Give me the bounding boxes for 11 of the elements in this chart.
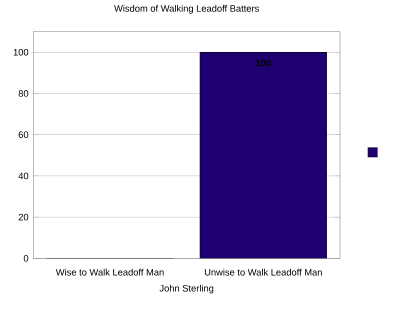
data-label: 100 [256, 60, 271, 66]
y-tick-label: 40 [18, 172, 28, 180]
x-tick-label: Unwise to Walk Leadoff Man [204, 268, 322, 276]
y-tick-label: 0 [24, 255, 28, 262]
x-tick-label: Wise to Walk Leadoff Man [56, 268, 164, 276]
y-tick-label: 100 [14, 48, 28, 56]
y-tick-label: 20 [18, 214, 28, 220]
y-tick-label: 60 [18, 131, 28, 138]
chart-title: Wisdom of Walking Leadoff Batters [114, 4, 259, 14]
y-tick-label: 80 [18, 90, 28, 97]
x-axis-title: John Sterling [160, 284, 214, 294]
